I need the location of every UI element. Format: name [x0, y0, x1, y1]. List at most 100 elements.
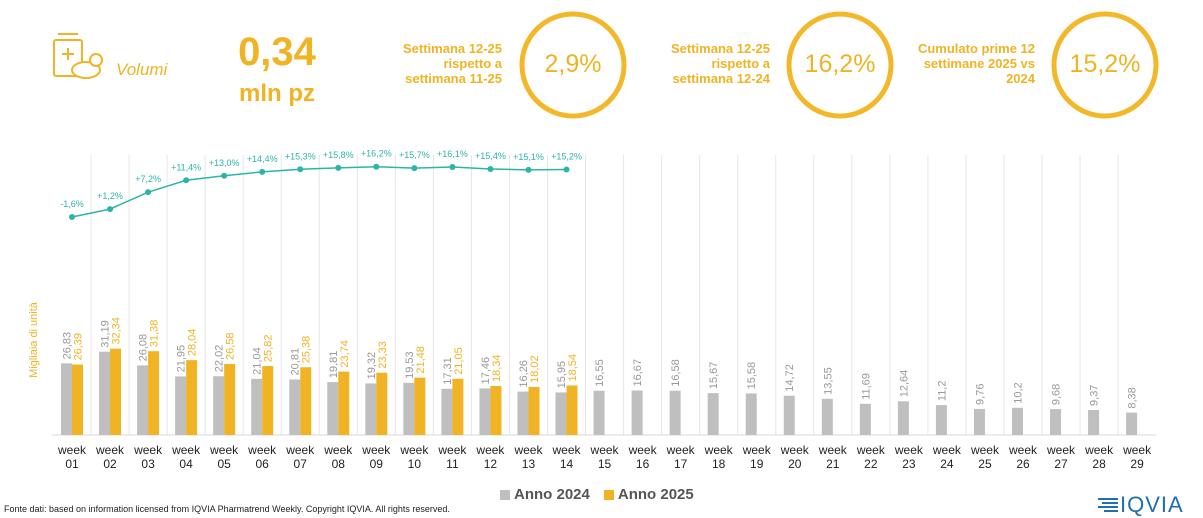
value-label: 16,55 — [594, 359, 606, 387]
bar — [414, 377, 426, 435]
bar — [897, 401, 909, 435]
bar — [365, 383, 377, 435]
value-label: 26,08 — [138, 334, 150, 362]
x-tick-label: week 06 — [248, 443, 277, 471]
line-label: +1,2% — [97, 191, 123, 201]
x-tick-label: week 09 — [362, 443, 391, 471]
value-label: 21,48 — [415, 346, 427, 374]
value-label: 15,95 — [556, 361, 568, 389]
kpi-value: 16,2% — [804, 50, 876, 78]
line-point — [297, 166, 304, 173]
legend-item: Anno 2024 — [500, 486, 590, 503]
bar — [224, 364, 236, 435]
x-tick-label: week 11 — [438, 443, 467, 471]
icon — [53, 33, 103, 79]
x-tick-label: week 29 — [1123, 443, 1152, 471]
bar — [859, 403, 871, 435]
value-label: 11,2 — [936, 381, 948, 402]
line-label: +15,7% — [399, 150, 430, 160]
value-label: 9,37 — [1089, 385, 1101, 406]
value-label: 25,38 — [301, 336, 313, 364]
bar — [973, 408, 985, 435]
value-label: 31,38 — [149, 320, 161, 348]
icon-label: Volumi — [116, 60, 168, 79]
value-label: 17,46 — [480, 357, 492, 385]
x-tick-label: week 27 — [1047, 443, 1076, 471]
line-point — [411, 165, 418, 172]
value-label: 19,32 — [366, 352, 378, 380]
value-label: 18,54 — [567, 354, 579, 382]
bar — [110, 348, 122, 435]
value-label: 16,58 — [670, 359, 682, 387]
value-label: 26,39 — [73, 333, 85, 361]
bar — [631, 390, 643, 435]
legend-item: Anno 2025 — [603, 486, 694, 503]
bar — [186, 360, 198, 435]
bar — [99, 351, 111, 435]
kpi-circle — [1051, 11, 1159, 119]
value-label: 15,67 — [708, 362, 720, 390]
x-tick-label: week 20 — [780, 443, 809, 471]
value-label: 18,02 — [529, 355, 541, 383]
bar — [213, 376, 225, 435]
bar — [300, 367, 312, 435]
bar — [707, 393, 719, 435]
x-tick-label: week 13 — [514, 443, 543, 471]
x-tick-label: week 21 — [818, 443, 847, 471]
bar — [175, 376, 187, 435]
value-label: 21,95 — [176, 345, 188, 373]
value-label: 16,26 — [518, 360, 530, 388]
bar — [61, 363, 72, 435]
kpi-label: Cumulato prime 12 settimane 2025 vs 2024 — [917, 41, 1035, 86]
legend-label: Anno 2024 — [514, 486, 590, 503]
kpi-label: Settimana 12-25 rispetto a settimana 11-… — [403, 41, 502, 86]
line-point — [487, 165, 494, 172]
value-label: 22,02 — [214, 345, 226, 373]
line-point — [373, 163, 380, 170]
line-label: +15,3% — [285, 151, 316, 161]
bar — [745, 393, 757, 435]
line-point — [449, 164, 456, 171]
value-label: 18,34 — [491, 355, 503, 383]
value-label: 17,31 — [442, 357, 454, 385]
logo-mark — [1098, 498, 1118, 512]
value-label: 14,72 — [784, 364, 796, 392]
value-label: 26,83 — [62, 332, 74, 360]
value-label: 31,19 — [100, 320, 112, 348]
value-label: 8,38 — [1127, 387, 1139, 408]
line-label: -1,6% — [60, 199, 84, 209]
line-label: +11,4% — [171, 162, 201, 172]
x-tick-label: week 01 — [57, 443, 86, 471]
bar — [490, 386, 502, 435]
bar — [338, 371, 350, 435]
line-point — [107, 206, 114, 213]
x-tick-label: week 04 — [172, 443, 201, 471]
x-tick-label: week 18 — [704, 443, 733, 471]
kpi-value: 2,9% — [544, 50, 602, 78]
bar — [251, 378, 263, 435]
x-tick-label: week 07 — [286, 443, 315, 471]
value-label: 15,58 — [746, 362, 758, 390]
legend: Anno 2024 Anno 2025 — [500, 486, 694, 503]
line-point — [221, 172, 228, 179]
bar — [517, 391, 529, 435]
bar — [137, 365, 149, 435]
x-tick-label: week 03 — [134, 443, 163, 471]
value-label: 9,68 — [1051, 384, 1063, 405]
line-point — [335, 164, 342, 171]
value-label: 13,55 — [822, 367, 834, 395]
line-point — [183, 177, 190, 184]
value-label: 25,82 — [263, 335, 275, 363]
source-note: Fonte dati: based on information license… — [4, 504, 450, 514]
line-point — [145, 189, 152, 196]
value-label: 23,33 — [377, 341, 389, 369]
bar — [289, 379, 301, 435]
x-tick-label: week 28 — [1085, 443, 1114, 471]
value-label: 26,58 — [225, 333, 237, 361]
line-label: +14,4% — [247, 154, 278, 164]
value-label: 10,2 — [1013, 382, 1025, 403]
line-label: +15,8% — [323, 150, 354, 160]
x-tick-label: week 12 — [476, 443, 505, 471]
